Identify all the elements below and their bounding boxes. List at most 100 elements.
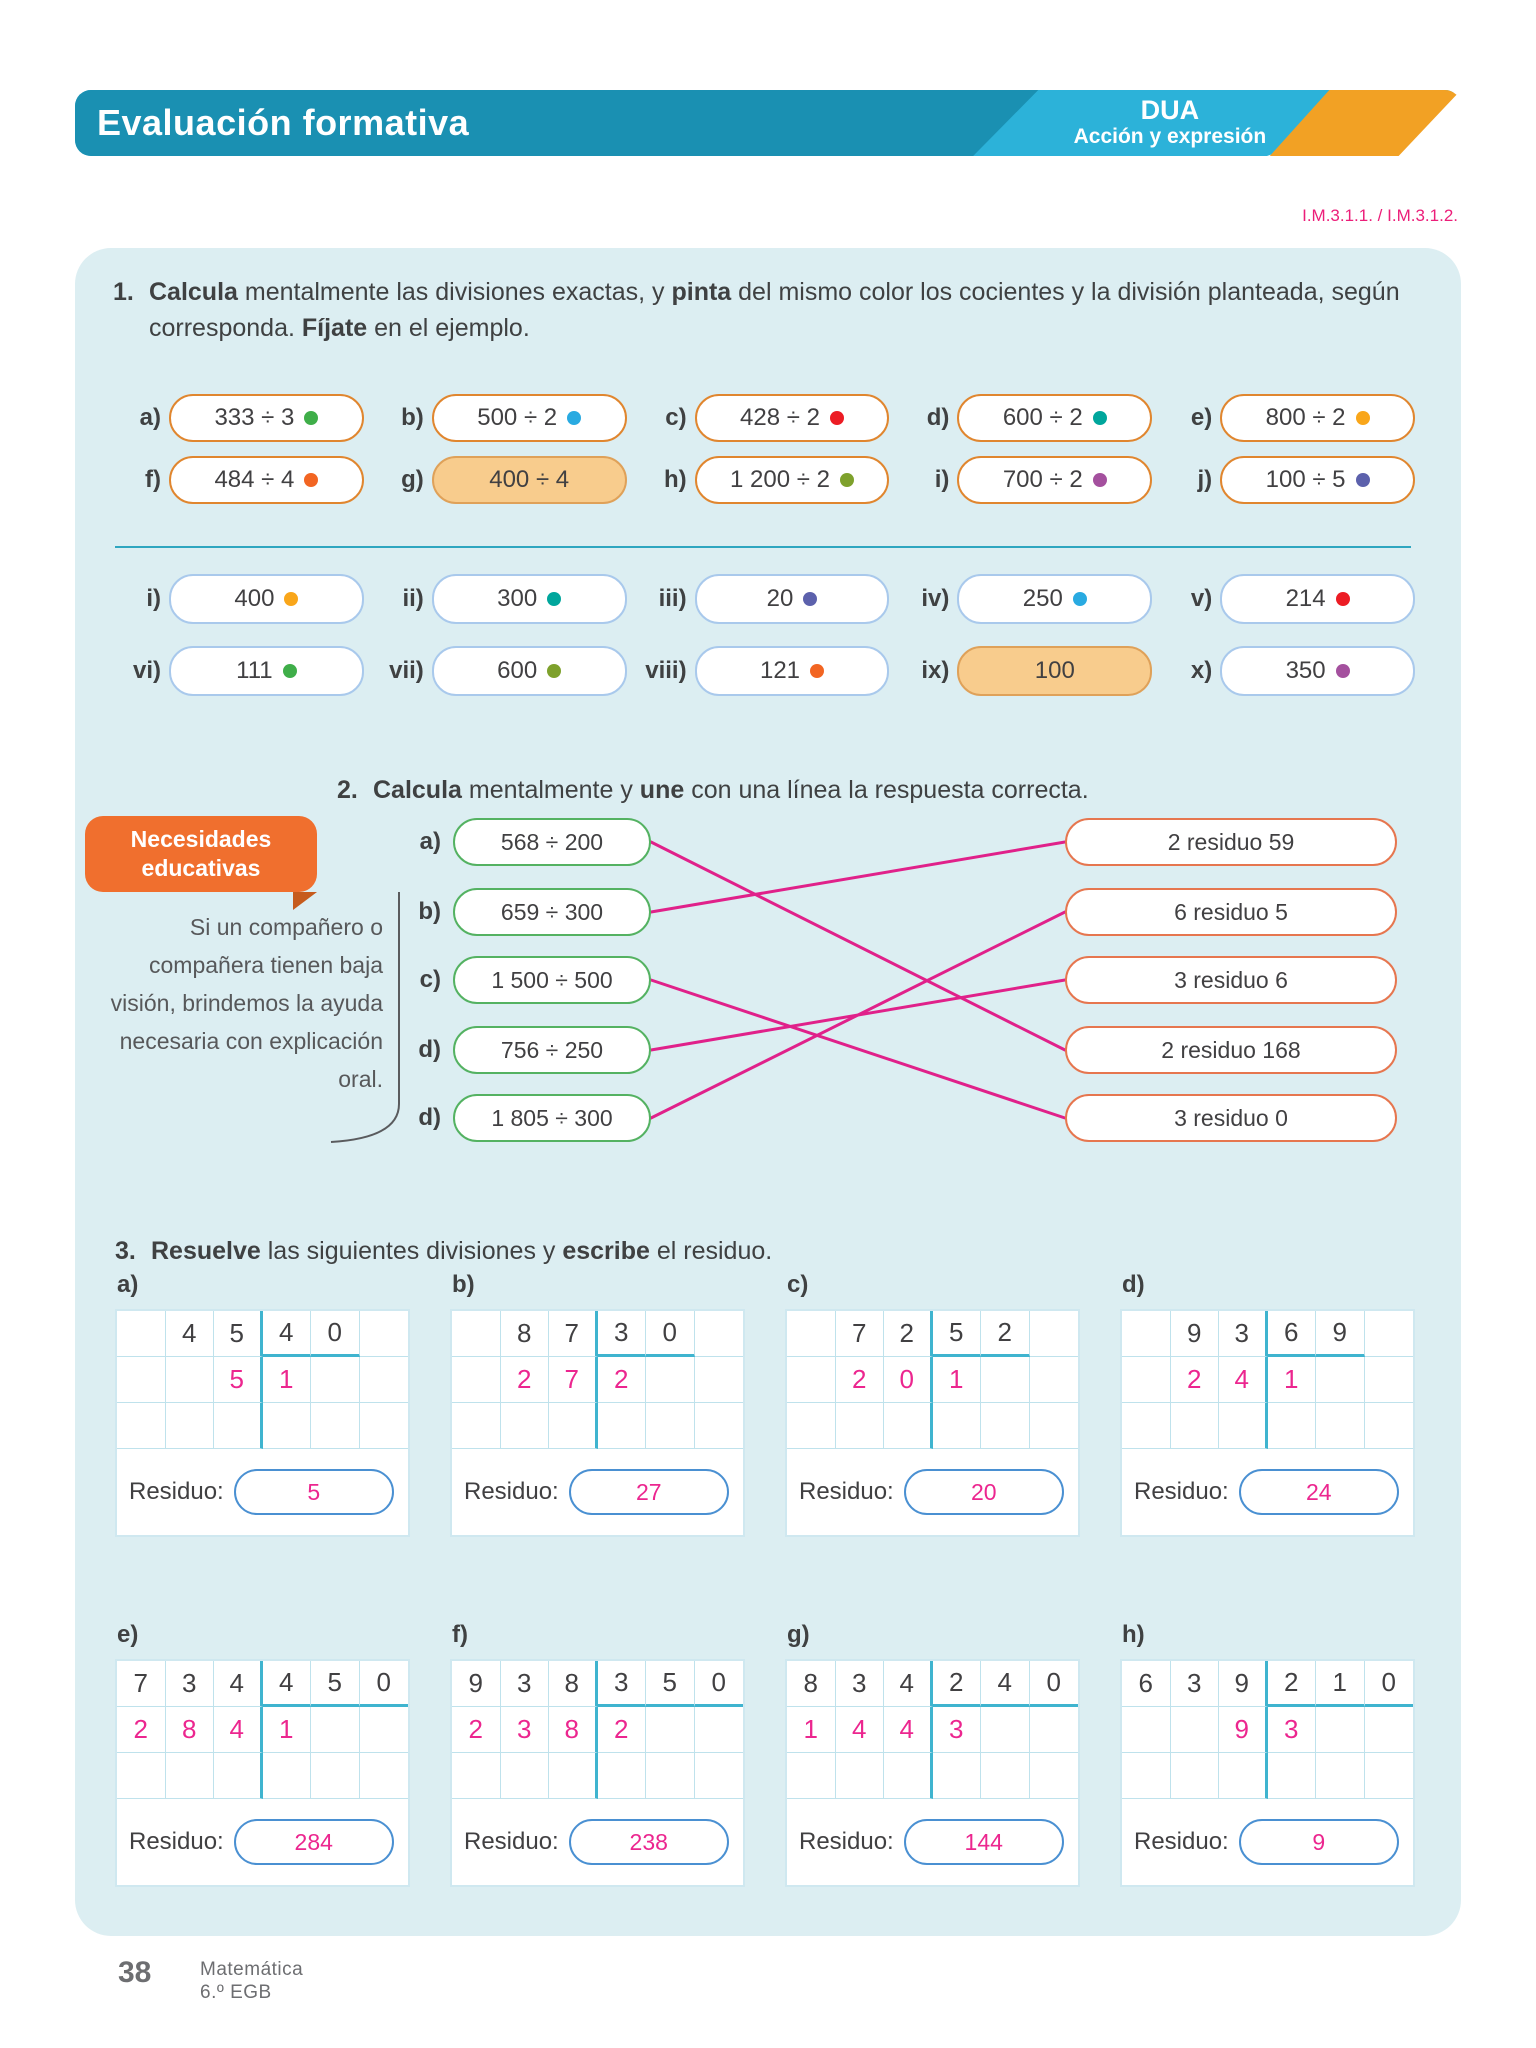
residuo-answer-pill[interactable]: 238 bbox=[568, 1819, 729, 1865]
empty-cell[interactable] bbox=[1219, 1753, 1268, 1799]
empty-cell[interactable] bbox=[500, 1403, 549, 1449]
empty-cell[interactable] bbox=[981, 1753, 1030, 1799]
work-cell[interactable]: 3 bbox=[932, 1707, 981, 1753]
division-pill[interactable]: 800 ÷ 2 bbox=[1220, 394, 1415, 442]
match-division-pill[interactable]: 1 500 ÷ 500 bbox=[453, 956, 651, 1004]
work-cell[interactable] bbox=[694, 1357, 743, 1403]
work-cell[interactable]: 7 bbox=[549, 1357, 598, 1403]
work-cell[interactable]: 2 bbox=[597, 1357, 646, 1403]
work-cell[interactable] bbox=[452, 1357, 501, 1403]
work-cell[interactable]: 8 bbox=[549, 1707, 598, 1753]
dividend-divisor-cell[interactable]: 5 bbox=[932, 1311, 981, 1357]
quotient-pill[interactable]: 100 bbox=[957, 646, 1153, 696]
dividend-divisor-cell[interactable]: 0 bbox=[694, 1661, 743, 1707]
dividend-divisor-cell[interactable]: 3 bbox=[165, 1661, 214, 1707]
quotient-pill[interactable]: 350 bbox=[1220, 646, 1415, 696]
work-cell[interactable]: 4 bbox=[835, 1707, 884, 1753]
residuo-answer-pill[interactable]: 144 bbox=[903, 1819, 1064, 1865]
work-cell[interactable] bbox=[311, 1357, 360, 1403]
empty-cell[interactable] bbox=[884, 1753, 933, 1799]
dividend-divisor-cell[interactable]: 3 bbox=[597, 1661, 646, 1707]
work-cell[interactable]: 3 bbox=[500, 1707, 549, 1753]
dividend-divisor-cell[interactable]: 2 bbox=[1267, 1661, 1316, 1707]
empty-cell[interactable] bbox=[1219, 1403, 1268, 1449]
empty-cell[interactable] bbox=[597, 1753, 646, 1799]
dividend-divisor-cell[interactable]: 9 bbox=[1316, 1311, 1365, 1357]
work-cell[interactable] bbox=[787, 1357, 836, 1403]
dividend-divisor-cell[interactable]: 4 bbox=[165, 1311, 214, 1357]
empty-cell[interactable] bbox=[1029, 1753, 1078, 1799]
empty-cell[interactable] bbox=[311, 1753, 360, 1799]
division-pill[interactable]: 333 ÷ 3 bbox=[169, 394, 364, 442]
quotient-pill[interactable]: 250 bbox=[957, 574, 1153, 624]
dividend-divisor-cell[interactable]: 2 bbox=[932, 1661, 981, 1707]
division-pill[interactable]: 700 ÷ 2 bbox=[957, 456, 1153, 504]
empty-cell[interactable] bbox=[835, 1403, 884, 1449]
dividend-divisor-cell[interactable]: 3 bbox=[500, 1661, 549, 1707]
dividend-divisor-cell[interactable]: 5 bbox=[214, 1311, 263, 1357]
dividend-divisor-cell[interactable] bbox=[452, 1311, 501, 1357]
work-cell[interactable] bbox=[1364, 1357, 1413, 1403]
work-cell[interactable]: 8 bbox=[165, 1707, 214, 1753]
division-pill[interactable]: 100 ÷ 5 bbox=[1220, 456, 1415, 504]
work-cell[interactable] bbox=[1364, 1707, 1413, 1753]
work-cell[interactable]: 4 bbox=[214, 1707, 263, 1753]
empty-cell[interactable] bbox=[932, 1753, 981, 1799]
empty-cell[interactable] bbox=[117, 1753, 166, 1799]
work-cell[interactable]: 2 bbox=[835, 1357, 884, 1403]
dividend-divisor-cell[interactable]: 7 bbox=[549, 1311, 598, 1357]
dividend-divisor-cell[interactable]: 3 bbox=[835, 1661, 884, 1707]
work-cell[interactable]: 1 bbox=[932, 1357, 981, 1403]
empty-cell[interactable] bbox=[694, 1403, 743, 1449]
empty-cell[interactable] bbox=[214, 1403, 263, 1449]
work-cell[interactable] bbox=[165, 1357, 214, 1403]
work-cell[interactable] bbox=[981, 1707, 1030, 1753]
empty-cell[interactable] bbox=[1170, 1753, 1219, 1799]
dividend-divisor-cell[interactable]: 5 bbox=[311, 1661, 360, 1707]
work-cell[interactable]: 1 bbox=[1267, 1357, 1316, 1403]
dividend-divisor-cell[interactable]: 0 bbox=[359, 1661, 408, 1707]
quotient-pill[interactable]: 20 bbox=[694, 574, 890, 624]
division-pill[interactable]: 600 ÷ 2 bbox=[957, 394, 1153, 442]
empty-cell[interactable] bbox=[117, 1403, 166, 1449]
work-cell[interactable]: 2 bbox=[597, 1707, 646, 1753]
dividend-divisor-cell[interactable]: 0 bbox=[1364, 1661, 1413, 1707]
dividend-divisor-cell[interactable]: 4 bbox=[981, 1661, 1030, 1707]
match-answer-pill[interactable]: 6 residuo 5 bbox=[1065, 888, 1397, 936]
dividend-divisor-cell[interactable]: 1 bbox=[1316, 1661, 1365, 1707]
empty-cell[interactable] bbox=[1267, 1403, 1316, 1449]
division-pill[interactable]: 484 ÷ 4 bbox=[169, 456, 364, 504]
empty-cell[interactable] bbox=[311, 1403, 360, 1449]
work-cell[interactable]: 2 bbox=[117, 1707, 166, 1753]
work-cell[interactable]: 1 bbox=[262, 1707, 311, 1753]
work-cell[interactable]: 9 bbox=[1219, 1707, 1268, 1753]
empty-cell[interactable] bbox=[452, 1403, 501, 1449]
work-cell[interactable]: 1 bbox=[262, 1357, 311, 1403]
dividend-divisor-cell[interactable]: 6 bbox=[1122, 1661, 1171, 1707]
dividend-divisor-cell[interactable] bbox=[1364, 1311, 1413, 1357]
work-cell[interactable] bbox=[1316, 1707, 1365, 1753]
division-pill[interactable]: 400 ÷ 4 bbox=[431, 456, 627, 504]
empty-cell[interactable] bbox=[932, 1403, 981, 1449]
dividend-divisor-cell[interactable]: 3 bbox=[1170, 1661, 1219, 1707]
empty-cell[interactable] bbox=[835, 1753, 884, 1799]
dividend-divisor-cell[interactable]: 8 bbox=[787, 1661, 836, 1707]
division-pill[interactable]: 500 ÷ 2 bbox=[431, 394, 627, 442]
empty-cell[interactable] bbox=[500, 1753, 549, 1799]
empty-cell[interactable] bbox=[597, 1403, 646, 1449]
quotient-pill[interactable]: 400 bbox=[169, 574, 364, 624]
empty-cell[interactable] bbox=[787, 1753, 836, 1799]
empty-cell[interactable] bbox=[165, 1753, 214, 1799]
match-division-pill[interactable]: 568 ÷ 200 bbox=[453, 818, 651, 866]
dividend-divisor-cell[interactable]: 9 bbox=[1219, 1661, 1268, 1707]
dividend-divisor-cell[interactable]: 3 bbox=[597, 1311, 646, 1357]
empty-cell[interactable] bbox=[1170, 1403, 1219, 1449]
work-cell[interactable] bbox=[981, 1357, 1030, 1403]
residuo-answer-pill[interactable]: 20 bbox=[903, 1469, 1064, 1515]
empty-cell[interactable] bbox=[1267, 1753, 1316, 1799]
quotient-pill[interactable]: 111 bbox=[169, 646, 364, 696]
empty-cell[interactable] bbox=[165, 1403, 214, 1449]
dividend-divisor-cell[interactable]: 9 bbox=[452, 1661, 501, 1707]
work-cell[interactable] bbox=[694, 1707, 743, 1753]
empty-cell[interactable] bbox=[646, 1753, 695, 1799]
